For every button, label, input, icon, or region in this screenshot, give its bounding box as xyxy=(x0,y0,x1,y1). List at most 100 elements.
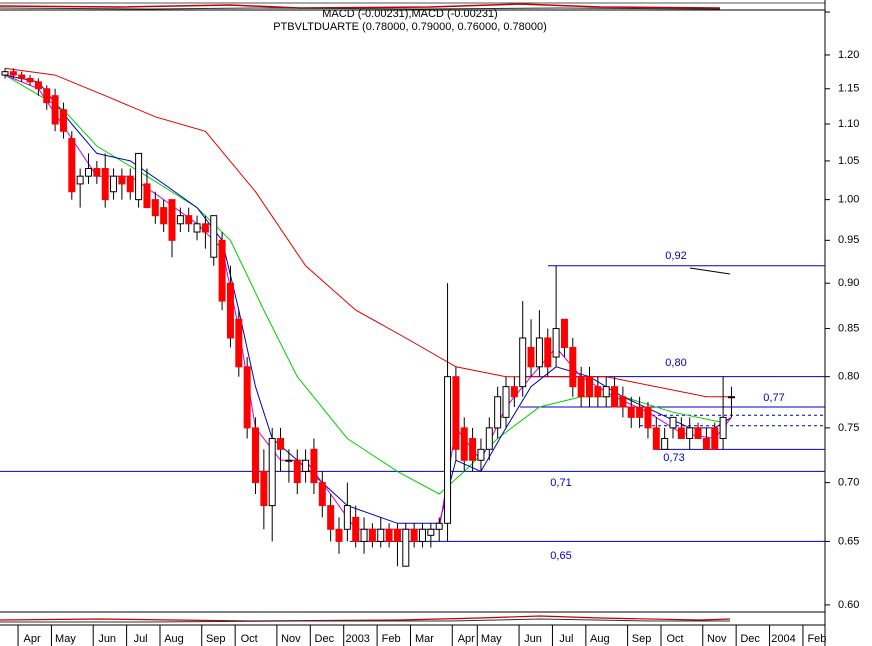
candle-body xyxy=(126,175,134,193)
x-tick-label: Dec xyxy=(740,633,760,645)
y-tick-label: 0.90 xyxy=(838,277,859,289)
candle-body xyxy=(502,386,510,418)
candle-body xyxy=(460,427,468,461)
candle-body xyxy=(410,528,418,542)
candle-body xyxy=(210,215,218,258)
candle-body xyxy=(535,337,543,368)
trend-line xyxy=(689,267,731,275)
candle-body xyxy=(235,318,243,368)
candle-body xyxy=(611,386,619,408)
candle-body xyxy=(368,528,376,542)
candle-body xyxy=(427,528,435,536)
candle-body xyxy=(268,438,276,507)
candle-body xyxy=(661,438,669,450)
candle-body xyxy=(652,427,660,450)
candle-body xyxy=(569,346,577,388)
top-indicator-strip xyxy=(0,2,825,11)
x-tick-label: Feb xyxy=(382,633,401,645)
candle-body xyxy=(310,448,318,484)
x-tick-label: Jul xyxy=(134,633,148,645)
x-tick-label: Sep xyxy=(632,633,652,645)
y-tick-label: 0.85 xyxy=(838,322,859,334)
x-tick-label: 2004 xyxy=(771,633,795,645)
candle-body xyxy=(636,406,644,418)
candle-body xyxy=(719,416,727,440)
candle-body xyxy=(218,239,226,302)
x-tick-label: Apr xyxy=(23,633,40,645)
x-tick-label: Apr xyxy=(458,633,475,645)
candle-body xyxy=(711,427,719,450)
candle-body xyxy=(586,376,593,398)
candle-body xyxy=(151,199,159,217)
candle-body xyxy=(686,427,694,440)
candle-body xyxy=(627,406,635,418)
candle-body xyxy=(435,522,443,530)
candle-body xyxy=(560,318,568,348)
candle-body xyxy=(477,448,485,461)
candle-body xyxy=(318,482,326,507)
plot-area: 0.60 0.65 0.70 0.75 0.80 0.85 0.90 0.95 1.00 1.05… xyxy=(0,11,859,646)
y-tick-label: 1.20 xyxy=(838,49,859,61)
y-tick-label: 0.70 xyxy=(838,477,859,489)
x-tick-label: Jun xyxy=(98,633,116,645)
candle-body xyxy=(402,528,410,567)
level-label: 0,73 xyxy=(663,452,684,464)
candle-body xyxy=(444,376,452,524)
level-label: 0,65 xyxy=(550,550,571,562)
y-tick-label: 0.80 xyxy=(838,371,859,383)
candle-body xyxy=(644,406,652,429)
candle-body xyxy=(59,109,67,132)
candle-body xyxy=(594,386,602,398)
x-tick-label: Aug xyxy=(590,633,610,645)
candle-body xyxy=(352,516,360,542)
candle-body xyxy=(510,386,518,398)
x-tick-label: Feb xyxy=(807,633,826,645)
candle-body xyxy=(9,71,17,76)
candle-body xyxy=(76,175,84,185)
x-tick-label: 2003 xyxy=(345,633,369,645)
candle-body xyxy=(727,396,735,399)
x-tick-label: Jun xyxy=(524,633,542,645)
x-tick-label: May xyxy=(55,633,76,645)
candle-body xyxy=(327,505,335,530)
candle-body xyxy=(193,223,201,233)
y-tick-label: 0.65 xyxy=(838,535,859,547)
candle-body xyxy=(360,528,368,542)
x-tick-label: Mar xyxy=(415,633,434,645)
candle-body xyxy=(110,175,118,193)
x-tick-label: Nov xyxy=(707,633,727,645)
candle-body xyxy=(176,215,184,225)
candle-body xyxy=(702,438,710,450)
y-tick-label: 0.60 xyxy=(838,599,859,611)
x-tick-label: Oct xyxy=(241,633,258,645)
candle-body xyxy=(201,223,209,233)
candle-body xyxy=(243,366,251,429)
candle-body xyxy=(335,528,343,542)
candle-body xyxy=(135,152,143,201)
candle-body xyxy=(385,528,393,542)
candle-body xyxy=(544,337,552,368)
candle-body xyxy=(485,427,493,450)
bottom-indicator-strip xyxy=(0,611,825,623)
candle-body xyxy=(26,77,34,83)
level-label: 0,77 xyxy=(763,392,784,404)
candle-body xyxy=(1,71,9,76)
x-tick-label: Oct xyxy=(666,633,683,645)
x-tick-label: Aug xyxy=(164,633,184,645)
candle-body xyxy=(68,138,76,193)
candle-body xyxy=(577,376,585,398)
x-tick-label: Nov xyxy=(281,633,301,645)
candle-body xyxy=(519,337,527,388)
x-tick-label: Dec xyxy=(315,633,335,645)
candle-body xyxy=(101,168,109,201)
candle-body xyxy=(143,183,151,209)
candle-body xyxy=(619,396,627,408)
candle-body xyxy=(677,427,685,440)
candle-body xyxy=(552,328,560,358)
chart-title: PTBVLTDUARTE (0.78000, 0.79000, 0.76000,… xyxy=(273,21,547,33)
candle-body xyxy=(419,528,426,542)
candle-body xyxy=(377,528,385,542)
candle-body xyxy=(85,168,92,177)
